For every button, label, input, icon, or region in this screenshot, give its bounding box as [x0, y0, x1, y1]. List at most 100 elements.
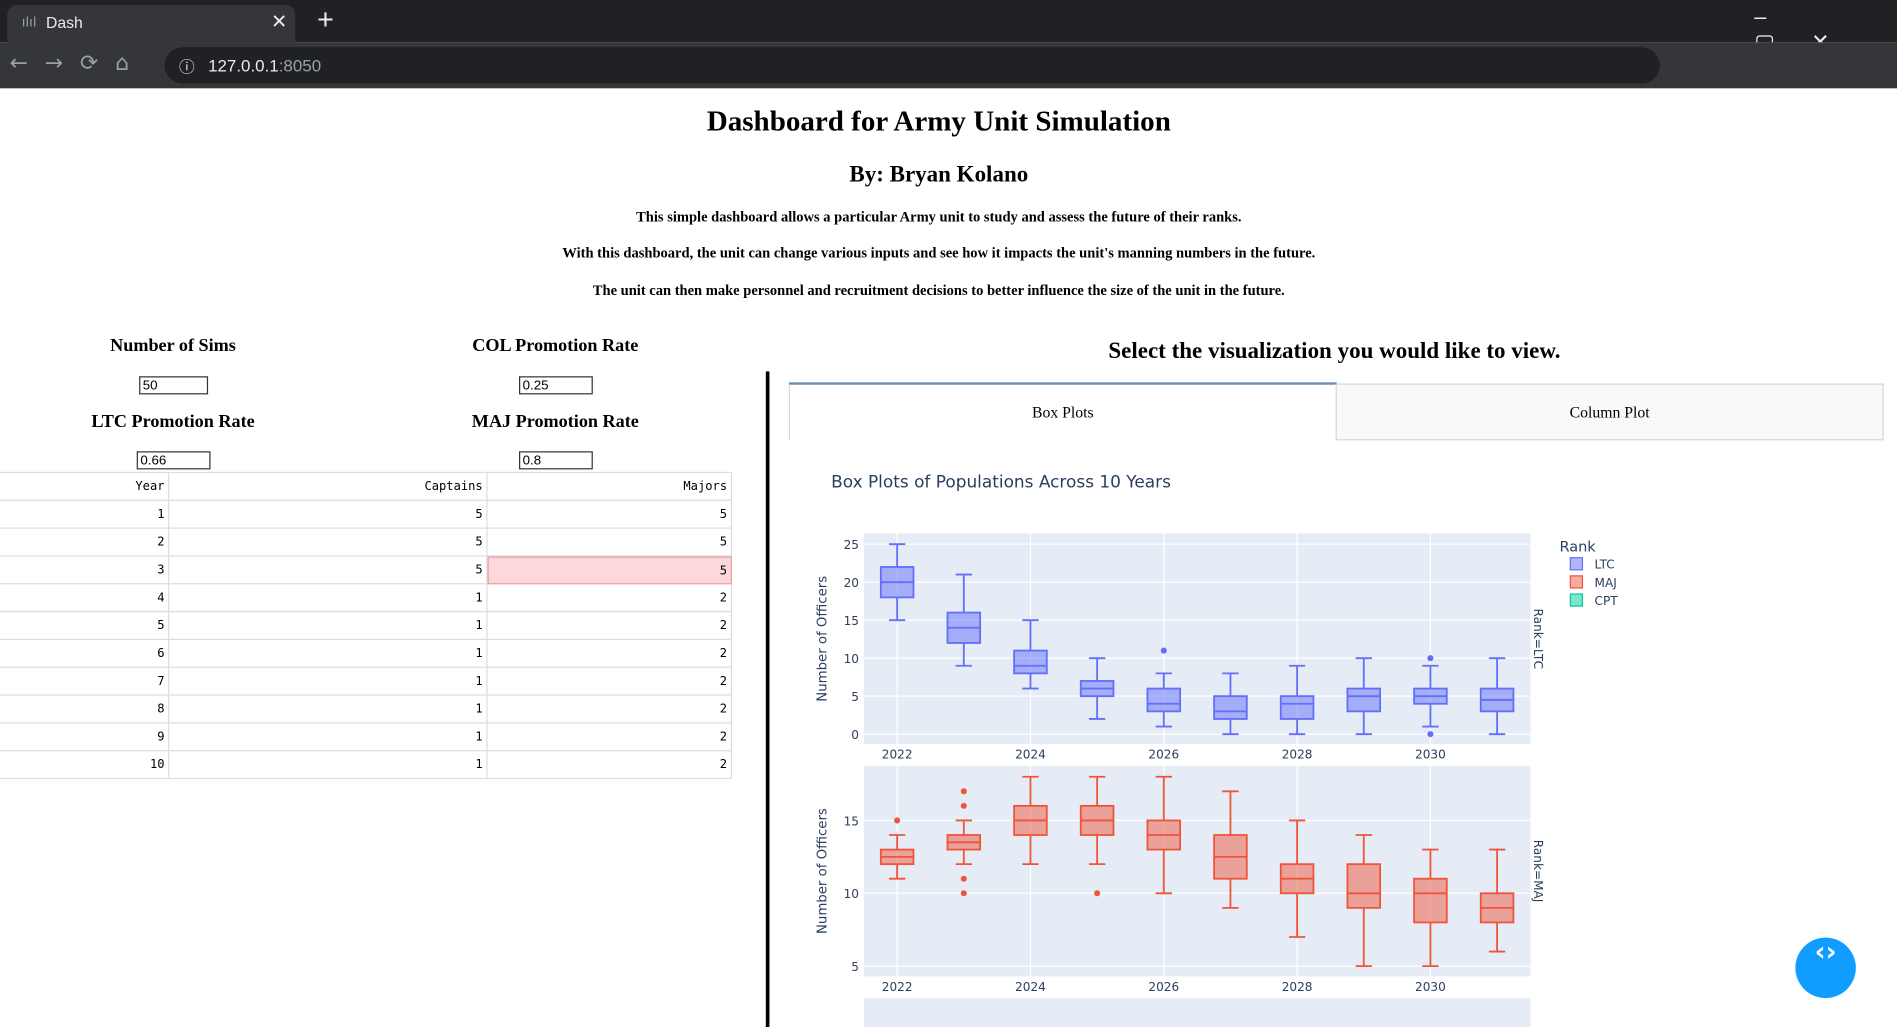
y-tick-label: 15 [844, 614, 859, 628]
legend-label: MAJ [1595, 576, 1617, 590]
facet-label: Rank=MAJ [1531, 840, 1545, 903]
table-cell[interactable]: 2 [0, 528, 170, 557]
box [1213, 695, 1248, 720]
tab-title: Dash [45, 13, 83, 32]
input-label: MAJ Promotion Rate [471, 412, 639, 432]
y-tick-label: 15 [844, 814, 859, 828]
table-cell[interactable]: 5 [487, 528, 732, 557]
input-box[interactable]: 50 [139, 376, 209, 395]
table-cell[interactable]: 5 [487, 556, 732, 585]
input-box[interactable]: 0.25 [519, 376, 593, 395]
table-cell[interactable]: 4 [0, 584, 170, 613]
input-box[interactable]: 0.8 [519, 451, 593, 470]
outlier [1094, 890, 1101, 897]
x-tick-label: 2024 [1015, 748, 1046, 762]
table-cell[interactable]: 2 [487, 695, 732, 724]
table-cell[interactable]: 2 [487, 639, 732, 668]
outlier [960, 802, 967, 809]
url-port: :8050 [278, 55, 322, 76]
table-cell[interactable]: 2 [487, 612, 732, 640]
chart-title: Box Plots of Populations Across 10 Years [831, 472, 1171, 492]
legend-label: LTC [1595, 558, 1615, 572]
table-cell[interactable]: 1 [169, 751, 488, 780]
x-tick-label: 2028 [1282, 748, 1313, 762]
y-axis-label: Number of Officers [815, 808, 830, 934]
address-bar[interactable]: ⓘ 127.0.0.1:8050 [164, 47, 1660, 84]
y-tick-label: 20 [844, 576, 859, 590]
url-host: 127.0.0.1 [208, 55, 279, 76]
table-cell[interactable]: 10 [0, 751, 170, 780]
x-tick-label: 2028 [1282, 980, 1313, 994]
y-tick-label: 5 [851, 690, 859, 704]
table-cell[interactable]: 5 [0, 612, 170, 640]
input-label: COL Promotion Rate [472, 336, 639, 356]
tab-close[interactable]: ✕ [270, 12, 288, 33]
description: This simple dashboard allows a particula… [636, 208, 1242, 226]
legend-swatch [1569, 593, 1584, 607]
table-cell[interactable]: 2 [487, 723, 732, 752]
divider [765, 371, 770, 1027]
outlier [1160, 647, 1167, 654]
facet-label: Rank=LTC [1531, 609, 1545, 669]
x-tick-label: 2030 [1415, 748, 1446, 762]
box [1413, 877, 1448, 924]
table-cell[interactable]: 1 [0, 500, 170, 529]
outlier [1427, 655, 1434, 662]
table-cell[interactable]: 2 [487, 667, 732, 696]
nav-buttons[interactable]: ←→⟳⌂ [9, 50, 146, 77]
box [1146, 687, 1182, 713]
table-cell[interactable]: 1 [169, 667, 488, 696]
table-cell[interactable]: 5 [169, 556, 488, 585]
outlier [960, 890, 967, 897]
table-cell[interactable]: 8 [0, 695, 170, 724]
table-cell[interactable]: 1 [169, 612, 488, 640]
outlier [960, 875, 967, 882]
table-cell[interactable]: 2 [487, 751, 732, 780]
y-tick-label: 0 [851, 728, 859, 742]
table-header: Year [0, 473, 170, 501]
tab-icon: ılıl [21, 14, 37, 31]
table-cell[interactable]: 1 [169, 584, 488, 613]
legend-swatch [1569, 575, 1584, 589]
input-box[interactable]: 0.66 [136, 451, 211, 470]
new-tab[interactable]: + [316, 3, 334, 37]
box [1346, 687, 1382, 713]
info-icon: ⓘ [179, 59, 195, 78]
tab[interactable]: ılıl Dash ✕ [7, 4, 296, 43]
table-cell[interactable]: 6 [0, 639, 170, 668]
table-cell[interactable]: 5 [487, 500, 732, 529]
table-cell[interactable]: 3 [0, 556, 170, 585]
table-cell[interactable]: 5 [169, 528, 488, 557]
description: The unit can then make personnel and rec… [592, 281, 1285, 299]
table-cell[interactable]: 1 [169, 723, 488, 752]
plot-area [863, 998, 1531, 1027]
toolbar: ←→⟳⌂ ⓘ 127.0.0.1:8050 [0, 42, 1897, 89]
legend-title: Rank [1559, 540, 1596, 556]
table-cell[interactable]: 5 [169, 500, 488, 529]
debug-button[interactable]: ‹› [1795, 937, 1856, 999]
table-cell[interactable]: 7 [0, 667, 170, 696]
table-header: Majors [487, 473, 732, 501]
page-title: Dashboard for Army Unit Simulation [706, 106, 1171, 138]
url: 127.0.0.1:8050 [208, 56, 321, 75]
input-label: LTC Promotion Rate [91, 412, 255, 432]
plot-area [863, 765, 1531, 977]
x-tick-label: 2024 [1015, 980, 1046, 994]
table-cell[interactable]: 1 [169, 695, 488, 724]
box [1013, 649, 1048, 675]
outlier [960, 788, 967, 795]
table-cell[interactable]: 9 [0, 723, 170, 752]
legend-label: CPT [1595, 594, 1619, 608]
data-table: Year Captains Majors 1 5 5 2 5 5 3 5 5 4 1 2 5 1 2 6 1 2 7 1 2 8… [0, 471, 732, 780]
outlier [894, 817, 901, 824]
table-cell[interactable]: 1 [169, 639, 488, 668]
tab-selected[interactable]: Box Plots [788, 382, 1337, 441]
table-cell[interactable]: 2 [487, 584, 732, 613]
x-tick-label: 2026 [1148, 980, 1179, 994]
tab[interactable]: Column Plot [1335, 383, 1884, 441]
viz-prompt: Select the visualization you would like … [1108, 338, 1561, 365]
box [1346, 863, 1382, 909]
